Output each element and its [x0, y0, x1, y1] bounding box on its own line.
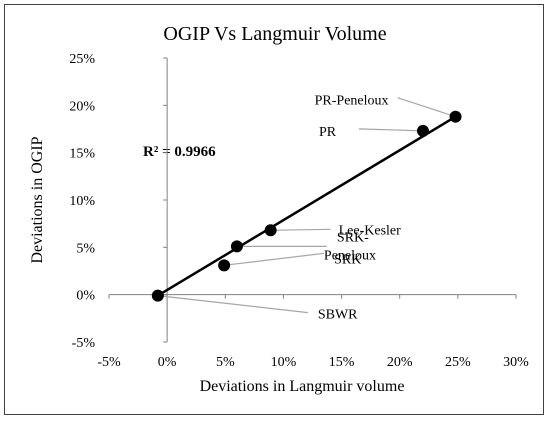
point-label-line: SRK- [337, 230, 369, 245]
trendline [157, 115, 457, 297]
x-tick-label: 25% [445, 355, 471, 370]
x-tick-label: 20% [387, 355, 413, 370]
x-tick-label: 5% [216, 355, 235, 370]
x-axis-title: Deviations in Langmuir volume [200, 378, 405, 395]
y-tick-label: 25% [69, 52, 95, 67]
leader-line-pr-peneloux [397, 97, 456, 118]
data-point-srk [218, 259, 231, 272]
axes: -5% 0% 5% 10% 15% 20% 25% -5% 0% 5% 10% 15% 20% 25% 30… [69, 52, 529, 370]
point-label-pr-peneloux: PR-Peneloux [315, 94, 389, 109]
y-tick-label: -5% [72, 336, 96, 351]
point-label-pr: PR [319, 125, 337, 140]
leader-line-sbwr [157, 295, 308, 314]
point-label-lee-kesler: Lee-Kesler [339, 223, 402, 238]
point-label-srk-peneloux: SRK- Peneloux [324, 230, 376, 263]
point-labels: SBWR SRK SRK- Peneloux Lee-Kesler PR PR-Penelo… [315, 94, 402, 323]
y-tick-label: 15% [69, 147, 95, 162]
y-tick-label: 5% [76, 241, 95, 256]
point-label-sbwr: SBWR [318, 308, 358, 323]
chart-title: OGIP Vs Langmuir Volume [163, 23, 386, 45]
y-axis-title: Deviations in OGIP [29, 136, 46, 263]
trendline-group [157, 115, 457, 297]
x-tick-label: -5% [97, 355, 121, 370]
leader-line-pr [358, 128, 423, 132]
x-tick-label: 30% [503, 355, 529, 370]
leader-line-lee-kesler [270, 228, 331, 231]
chart-frame [4, 4, 544, 415]
x-tick-label: 15% [329, 355, 355, 370]
data-point-pr-peneloux [449, 110, 462, 123]
x-tick-label: 10% [271, 355, 297, 370]
y-tick-label: 10% [69, 194, 95, 209]
x-tick-label: 0% [158, 355, 177, 370]
leader-line-srk [224, 252, 325, 266]
point-label-srk: SRK [334, 252, 361, 267]
data-point-srk-peneloux [230, 240, 243, 253]
y-tick-label: 20% [69, 99, 95, 114]
data-point-lee-kesler [264, 224, 277, 237]
data-point-pr [416, 124, 429, 137]
r-squared-annotation: R² = 0.9966 [143, 144, 216, 160]
data-points [151, 110, 462, 302]
leader-lines [157, 97, 456, 314]
data-point-sbwr [151, 289, 164, 302]
point-label-line: Peneloux [324, 248, 376, 263]
y-tick-label: 0% [76, 289, 95, 304]
